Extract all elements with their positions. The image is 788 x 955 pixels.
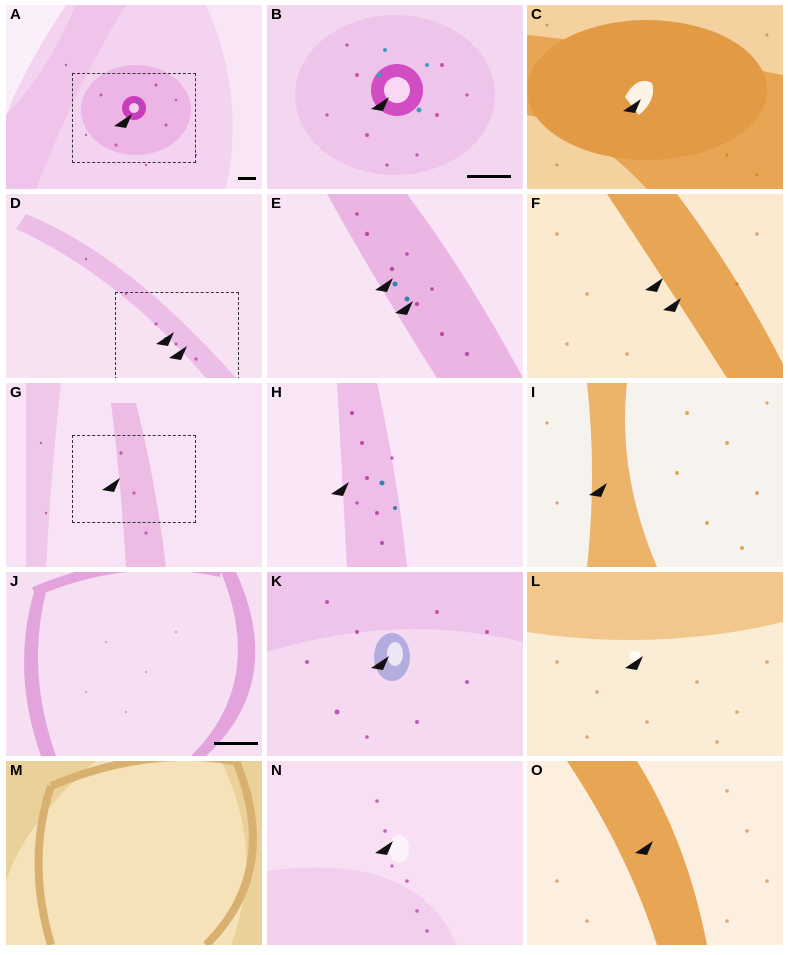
arrowhead-icon — [623, 99, 641, 113]
arrowhead-icon — [635, 841, 653, 855]
panel-l: L — [527, 572, 783, 756]
panel-m: M — [6, 761, 262, 945]
panel-a: A — [6, 5, 262, 189]
micrograph-b — [267, 5, 523, 189]
panel-label: L — [531, 573, 541, 590]
micrograph-d — [6, 194, 262, 378]
micrograph-m — [6, 761, 262, 945]
arrowhead-icon — [331, 482, 349, 496]
arrowhead-icon — [156, 332, 174, 346]
panel-label: D — [10, 195, 21, 212]
panel-label: I — [531, 384, 536, 401]
micrograph-o — [527, 761, 783, 945]
panel-label: N — [271, 762, 282, 779]
panel-h: H — [267, 383, 523, 567]
panel-b: B — [267, 5, 523, 189]
micrograph-c — [527, 5, 783, 189]
panel-e: E — [267, 194, 523, 378]
arrowhead-icon — [371, 97, 389, 111]
micrograph-g — [6, 383, 262, 567]
panel-n: N — [267, 761, 523, 945]
micrograph-h — [267, 383, 523, 567]
inset-box — [115, 292, 239, 378]
panel-d: D — [6, 194, 262, 378]
arrowhead-icon — [102, 478, 120, 492]
arrowhead-icon — [371, 656, 389, 670]
panel-o: O — [527, 761, 783, 945]
panel-label: K — [271, 573, 282, 590]
arrowhead-icon — [114, 114, 132, 128]
panel-k: K — [267, 572, 523, 756]
micrograph-e — [267, 194, 523, 378]
inset-box — [72, 73, 196, 163]
arrowhead-icon — [663, 298, 681, 312]
micrograph-n — [267, 761, 523, 945]
arrowhead-icon — [589, 483, 607, 497]
arrowhead-icon — [645, 278, 663, 292]
scale-bar — [467, 175, 511, 178]
panel-g: G — [6, 383, 262, 567]
panel-label: B — [271, 6, 282, 23]
panel-label: E — [271, 195, 282, 212]
panel-label: C — [531, 6, 542, 23]
micrograph-j — [6, 572, 262, 756]
panel-label: F — [531, 195, 541, 212]
panel-i: I — [527, 383, 783, 567]
panel-label: H — [271, 384, 282, 401]
panel-label: J — [10, 573, 19, 590]
micrograph-l — [527, 572, 783, 756]
panel-label: G — [10, 384, 22, 401]
panel-c: C — [527, 5, 783, 189]
scale-bar — [238, 177, 256, 180]
scale-bar — [214, 742, 258, 745]
micrograph-i — [527, 383, 783, 567]
panel-label: O — [531, 762, 543, 779]
arrowhead-icon — [169, 346, 187, 360]
micrograph-k — [267, 572, 523, 756]
panel-j: J — [6, 572, 262, 756]
panel-f: F — [527, 194, 783, 378]
arrowhead-icon — [625, 656, 643, 670]
arrowhead-icon — [375, 841, 393, 855]
inset-box — [72, 435, 196, 523]
arrowhead-icon — [375, 278, 393, 292]
panel-label: M — [10, 762, 23, 779]
panel-label: A — [10, 6, 21, 23]
arrowhead-icon — [395, 301, 413, 315]
micrograph-a — [6, 5, 262, 189]
